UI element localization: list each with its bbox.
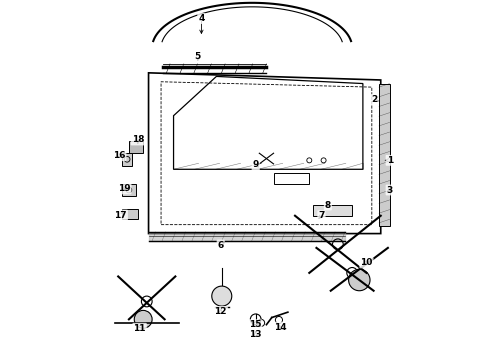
Polygon shape bbox=[122, 208, 138, 219]
Text: 4: 4 bbox=[198, 14, 205, 23]
Text: 8: 8 bbox=[325, 201, 331, 210]
Text: 16: 16 bbox=[113, 151, 125, 160]
Polygon shape bbox=[313, 205, 352, 216]
Circle shape bbox=[212, 286, 232, 306]
Text: 6: 6 bbox=[218, 240, 224, 249]
Text: 10: 10 bbox=[360, 258, 372, 267]
Circle shape bbox=[348, 269, 370, 291]
Text: 3: 3 bbox=[387, 185, 393, 194]
Text: 19: 19 bbox=[118, 184, 130, 193]
Text: 9: 9 bbox=[252, 161, 259, 170]
Polygon shape bbox=[129, 141, 143, 153]
Text: 18: 18 bbox=[132, 135, 144, 144]
Text: 1: 1 bbox=[387, 156, 393, 165]
Text: 2: 2 bbox=[371, 95, 377, 104]
Polygon shape bbox=[122, 184, 136, 196]
Text: 5: 5 bbox=[195, 52, 201, 61]
Text: 14: 14 bbox=[274, 323, 287, 332]
Polygon shape bbox=[122, 153, 132, 166]
Text: 13: 13 bbox=[249, 330, 262, 339]
Text: 7: 7 bbox=[318, 211, 325, 220]
Text: 11: 11 bbox=[133, 324, 146, 333]
Text: 12: 12 bbox=[215, 307, 227, 316]
Polygon shape bbox=[379, 84, 390, 226]
Text: 17: 17 bbox=[114, 211, 127, 220]
Circle shape bbox=[134, 310, 152, 328]
Text: 15: 15 bbox=[249, 320, 261, 329]
